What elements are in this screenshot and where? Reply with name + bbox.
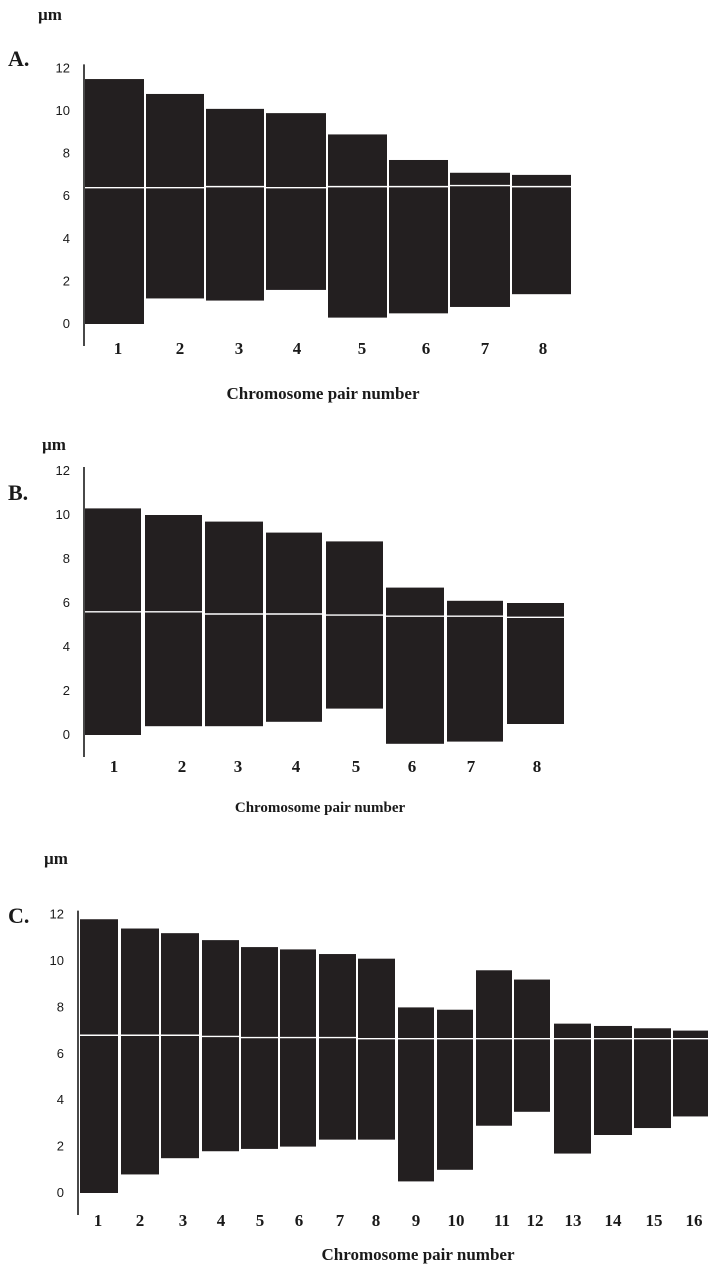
panel-c-xtick-3: 3	[179, 1211, 188, 1230]
panel-a-x-axis-label: Chromosome pair number	[227, 384, 420, 403]
panel-b-bar-4	[266, 532, 322, 722]
panel-c-bar-9	[398, 1007, 434, 1182]
panel-c-ytick-6: 6	[57, 1046, 64, 1061]
panel-b-xtick-7: 7	[467, 757, 476, 776]
panel-a-xtick-6: 6	[422, 339, 431, 358]
panel-c-xtick-9: 9	[412, 1211, 421, 1230]
panel-c-xtick-11: 11	[494, 1211, 510, 1230]
panel-c-bar-7	[319, 954, 356, 1140]
panel-c-xtick-14: 14	[605, 1211, 623, 1230]
panel-c-ytick-0: 0	[57, 1185, 64, 1200]
panel-b-ytick-8: 8	[63, 551, 70, 566]
panel-c-xtick-16: 16	[686, 1211, 703, 1230]
panel-c-xtick-7: 7	[336, 1211, 345, 1230]
panel-c-bar-8	[358, 958, 395, 1140]
panel-c-ytick-2: 2	[57, 1139, 64, 1154]
panel-c-ytick-10: 10	[50, 953, 64, 968]
panel-a-ytick-2: 2	[63, 273, 70, 288]
panel-a-bar-2	[146, 93, 204, 299]
panel-c-bar-11	[476, 970, 512, 1126]
panel-b-ytick-2: 2	[63, 683, 70, 698]
panel-b-letter: B.	[8, 480, 28, 505]
panel-a-bar-4	[266, 113, 326, 290]
panel-b-xtick-5: 5	[352, 757, 361, 776]
panel-c-bar-4	[202, 940, 239, 1152]
panel-c-bar-15	[634, 1028, 671, 1129]
panel-b-bar-5	[326, 541, 383, 709]
panel-b-xtick-4: 4	[292, 757, 301, 776]
panel-b-xtick-1: 1	[110, 757, 119, 776]
panel-c-bar-14	[594, 1025, 632, 1135]
panel-a-bar-1	[85, 79, 144, 324]
panel-b-bar-8	[507, 603, 564, 724]
panel-c-bar-12	[514, 979, 550, 1112]
panel-c-ytick-4: 4	[57, 1092, 64, 1107]
panel-b-xtick-6: 6	[408, 757, 417, 776]
panel-c-ytick-8: 8	[57, 999, 64, 1014]
panel-a-bar-7	[450, 172, 510, 307]
panel-a-bar-5	[328, 134, 387, 318]
panel-a-xtick-2: 2	[176, 339, 185, 358]
panel-c-xtick-12: 12	[527, 1211, 544, 1230]
panel-b-ytick-0: 0	[63, 727, 70, 742]
panel-c-bar-3	[161, 933, 199, 1159]
panel-a-bar-6	[389, 159, 448, 314]
panel-c-ytick-12: 12	[50, 907, 64, 922]
panel-b-bar-2	[145, 515, 202, 727]
panel-b-ytick-4: 4	[63, 639, 70, 654]
panel-b-ytick-6: 6	[63, 595, 70, 610]
panel-a-bar-3	[206, 108, 264, 301]
panel-b-ytick-10: 10	[56, 507, 70, 522]
panel-c-bar-13	[554, 1023, 591, 1154]
panel-b-bar-6	[386, 587, 444, 744]
panel-c-xtick-15: 15	[646, 1211, 663, 1230]
panel-a-letter: A.	[8, 46, 29, 71]
panel-b-x-axis-label: Chromosome pair number	[235, 800, 406, 816]
panel-c-bar-2	[121, 928, 159, 1175]
panel-c-bar-5	[241, 947, 278, 1149]
panel-c-xtick-10: 10	[448, 1211, 465, 1230]
panel-c-bar-10	[437, 1009, 473, 1170]
panel-a-bar-8	[512, 174, 571, 295]
panel-a-ytick-0: 0	[63, 316, 70, 331]
panel-c-bar-6	[280, 949, 316, 1147]
panel-c-xtick-6: 6	[295, 1211, 304, 1230]
panel-b-xtick-8: 8	[533, 757, 542, 776]
panel-a-xtick-5: 5	[358, 339, 367, 358]
panel-c-bar-1	[80, 919, 118, 1193]
panel-b-bar-1	[85, 508, 141, 735]
panel-c-xtick-4: 4	[217, 1211, 226, 1230]
panel-a-xtick-7: 7	[481, 339, 490, 358]
panel-c-xtick-1: 1	[94, 1211, 103, 1230]
panel-a-ytick-12: 12	[56, 60, 70, 75]
panel-b-ytick-12: 12	[56, 463, 70, 478]
panel-a-ytick-8: 8	[63, 146, 70, 161]
panel-a-xtick-1: 1	[114, 339, 123, 358]
panel-c-xtick-8: 8	[372, 1211, 381, 1230]
panel-b-xtick-3: 3	[234, 757, 243, 776]
panel-b-bar-7	[447, 600, 503, 742]
panel-c-bar-16	[673, 1030, 708, 1117]
panel-c-xtick-5: 5	[256, 1211, 265, 1230]
panel-a-ytick-10: 10	[56, 103, 70, 118]
panel-c-xtick-2: 2	[136, 1211, 145, 1230]
panel-a-ytick-6: 6	[63, 188, 70, 203]
panel-b-unit-label: µm	[42, 435, 66, 454]
panel-c-x-axis-label: Chromosome pair number	[322, 1245, 515, 1264]
panel-a-ytick-4: 4	[63, 231, 70, 246]
panel-a-unit-label: µm	[38, 5, 62, 24]
panel-c-xtick-13: 13	[565, 1211, 582, 1230]
panel-c-unit-label: µm	[44, 849, 68, 868]
panel-a-xtick-8: 8	[539, 339, 548, 358]
panel-a-xtick-3: 3	[235, 339, 244, 358]
panel-c-letter: C.	[8, 903, 29, 928]
panel-b-xtick-2: 2	[178, 757, 187, 776]
panel-b-bar-3	[205, 521, 263, 727]
panel-a-xtick-4: 4	[293, 339, 302, 358]
